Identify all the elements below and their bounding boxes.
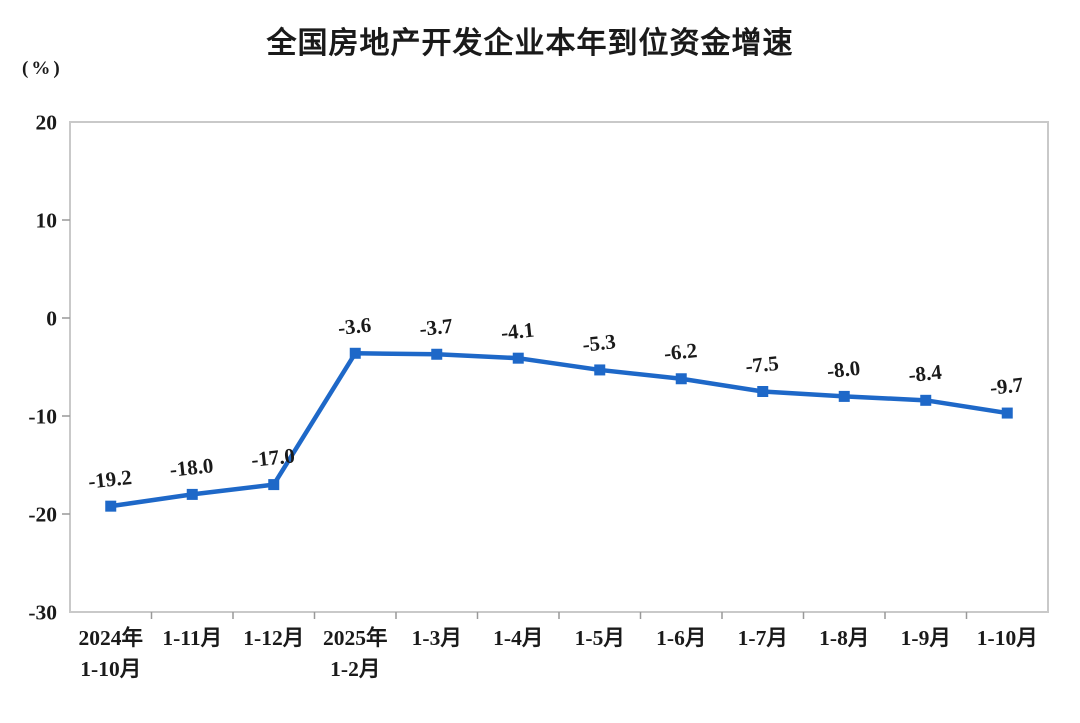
data-point-marker: [920, 394, 932, 406]
x-axis-category-label: 1-7月: [738, 626, 788, 650]
data-point-marker: [838, 390, 850, 402]
data-point-marker: [431, 348, 443, 360]
y-axis-tick-label: -10: [28, 405, 57, 429]
data-point-marker: [268, 479, 280, 491]
data-point-label: -3.6: [337, 313, 373, 340]
data-point-label: -5.3: [581, 329, 617, 356]
data-point-marker: [675, 373, 687, 385]
y-axis-tick-label: 0: [46, 307, 57, 331]
data-point-label: -8.4: [907, 360, 943, 387]
x-axis-category-label: 1-10月: [977, 626, 1038, 650]
x-axis-category-label: 1-2月: [330, 657, 380, 681]
data-point-label: -7.5: [744, 351, 780, 378]
data-point-marker: [512, 352, 524, 364]
data-point-marker: [1001, 407, 1013, 419]
data-point-label: -6.2: [663, 338, 699, 365]
y-axis-tick-label: -20: [28, 503, 57, 527]
y-axis-tick-label: 20: [36, 111, 58, 135]
x-axis-category-label: 2024年: [78, 625, 143, 650]
data-point-label: -8.0: [826, 356, 862, 383]
data-point-label: -4.1: [500, 318, 536, 345]
x-axis-category-label: 1-3月: [412, 626, 462, 650]
data-point-marker: [757, 386, 769, 397]
data-point-marker: [594, 364, 606, 376]
data-point-label: -18.0: [169, 453, 215, 481]
x-axis-category-label: 1-5月: [575, 626, 625, 650]
data-point-label: -19.2: [87, 465, 133, 493]
y-axis-tick-label: 10: [36, 209, 58, 233]
x-axis-category-label: 1-9月: [901, 626, 951, 650]
x-axis-category-label: 1-6月: [656, 626, 706, 650]
data-point-label: -3.7: [418, 314, 454, 341]
series-line: [108, 351, 1010, 509]
chart-title: 全国房地产开发企业本年到位资金增速: [266, 27, 794, 60]
x-axis-category-label: 1-4月: [493, 626, 543, 650]
data-point-marker: [349, 347, 361, 359]
data-point-label: -9.7: [989, 372, 1025, 399]
plot-area-border: [69, 121, 1049, 613]
data-point-label: -17.0: [250, 443, 296, 471]
data-point-marker: [186, 488, 198, 500]
y-axis-unit-label: (%): [22, 58, 63, 79]
x-axis-category-label: 2025年: [323, 625, 388, 650]
data-point-marker: [105, 500, 117, 512]
x-axis-category-label: 1-11月: [162, 626, 222, 650]
x-axis-category-label: 1-8月: [819, 626, 869, 650]
y-axis-tick-label: -30: [28, 601, 57, 625]
x-axis-category-label: 1-12月: [243, 626, 304, 650]
x-axis-category-label: 1-10月: [80, 657, 141, 681]
